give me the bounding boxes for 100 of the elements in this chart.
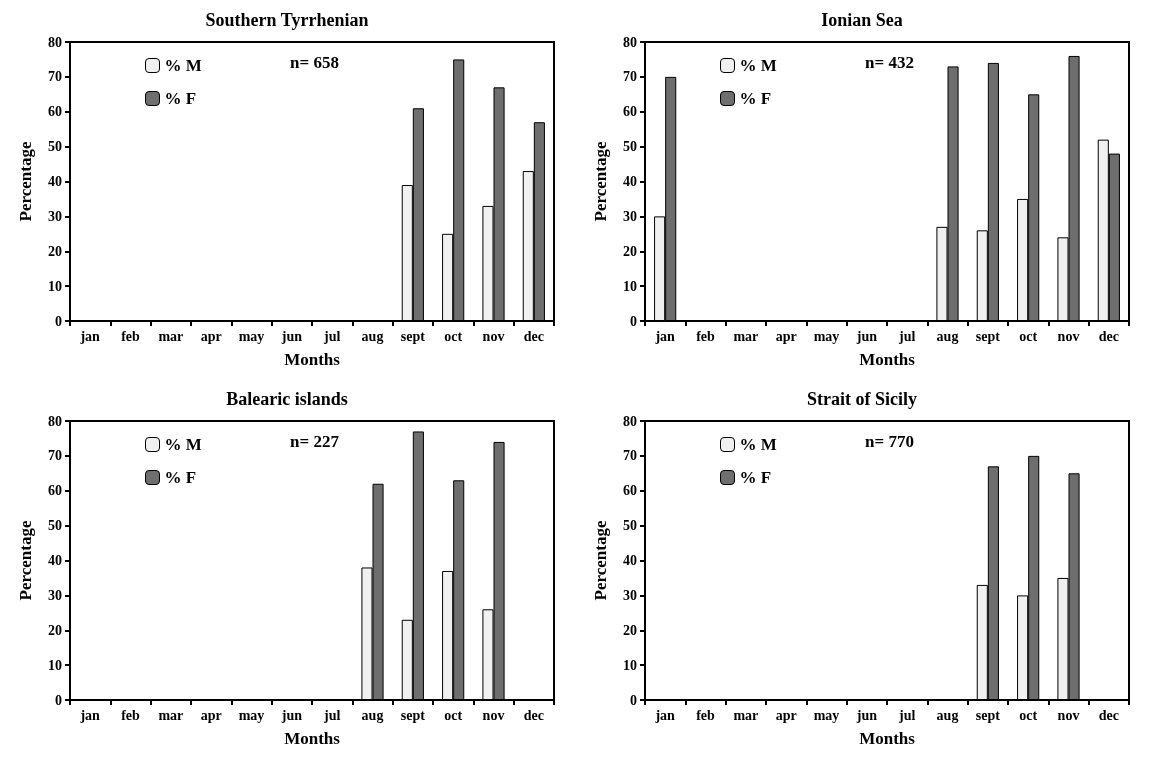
y-axis-title: Percentage (591, 520, 610, 601)
x-axis-title: Months (284, 350, 341, 369)
y-tick-label: 80 (623, 413, 637, 429)
chart-title: Strait of Sicily (807, 389, 917, 409)
x-tick-label: dec (523, 707, 544, 723)
y-tick-label: 30 (623, 587, 637, 603)
x-axis-title: Months (859, 350, 916, 369)
annotation: n= 432 (865, 53, 914, 72)
legend-label: % M (739, 56, 777, 75)
x-tick-label: nov (1057, 707, 1080, 723)
y-tick-label: 20 (48, 622, 62, 638)
x-tick-label: dec (523, 328, 544, 344)
y-tick-label: 80 (48, 34, 62, 50)
y-tick-label: 50 (623, 518, 637, 534)
y-tick-label: 10 (623, 657, 637, 673)
y-tick-label: 30 (623, 208, 637, 224)
y-tick-label: 70 (623, 69, 637, 85)
x-tick-label: may (238, 707, 265, 723)
chart-title: Balearic islands (226, 389, 348, 409)
legend-label: % M (164, 56, 202, 75)
y-tick-label: 20 (623, 243, 637, 259)
chart-title: Ionian Sea (821, 10, 903, 30)
y-tick-label: 50 (623, 139, 637, 155)
x-tick-label: aug (361, 328, 384, 344)
y-tick-label: 20 (623, 622, 637, 638)
y-tick-label: 40 (623, 174, 637, 189)
y-tick-label: 70 (623, 448, 637, 464)
x-axis-title: Months (859, 729, 916, 748)
x-tick-label: aug (361, 707, 384, 723)
x-tick-label: nov (482, 328, 505, 344)
y-tick-label: 50 (48, 139, 62, 155)
x-tick-label: oct (1019, 328, 1038, 344)
legend-label: % M (739, 435, 777, 454)
x-tick-label: mar (158, 707, 184, 723)
y-tick-label: 50 (48, 518, 62, 534)
annotation: n= 770 (865, 432, 914, 451)
x-tick-label: feb (121, 707, 141, 723)
legend-label: % M (164, 435, 202, 454)
x-tick-label: sept (400, 328, 426, 344)
y-axis-title: Percentage (16, 520, 35, 601)
x-tick-label: sept (400, 707, 426, 723)
y-tick-label: 10 (48, 278, 62, 294)
x-tick-label: apr (775, 328, 797, 344)
chart-title: Southern Tyrrhenian (205, 10, 369, 30)
legend-label: % F (739, 468, 772, 487)
x-tick-label: may (238, 328, 265, 344)
x-tick-label: jul (897, 328, 916, 344)
y-tick-label: 20 (48, 243, 62, 259)
x-tick-label: nov (1057, 328, 1080, 344)
annotation: n= 227 (290, 432, 340, 451)
y-tick-label: 60 (623, 104, 637, 120)
x-tick-label: sept (975, 328, 1001, 344)
x-tick-label: oct (444, 707, 463, 723)
x-tick-label: mar (733, 328, 759, 344)
x-tick-label: dec (1098, 328, 1119, 344)
y-axis-title: Percentage (591, 141, 610, 222)
x-tick-label: feb (696, 328, 716, 344)
y-tick-label: 80 (48, 413, 62, 429)
legend-label: % F (739, 89, 772, 108)
x-tick-label: may (813, 328, 840, 344)
x-tick-label: jan (654, 707, 676, 723)
legend-label: % F (164, 468, 197, 487)
y-tick-label: 60 (623, 483, 637, 499)
y-tick-label: 40 (623, 553, 637, 568)
y-axis-title: Percentage (16, 141, 35, 222)
legend-label: % F (164, 89, 197, 108)
y-tick-label: 0 (55, 313, 62, 329)
x-tick-label: jul (322, 707, 341, 723)
y-tick-label: 70 (48, 69, 62, 85)
x-tick-label: mar (733, 707, 759, 723)
x-tick-label: jun (280, 328, 303, 344)
x-tick-label: aug (936, 707, 959, 723)
x-tick-label: apr (775, 707, 797, 723)
x-tick-label: jun (855, 707, 878, 723)
x-tick-label: sept (975, 707, 1001, 723)
x-tick-label: jan (79, 707, 101, 723)
x-tick-label: feb (121, 328, 141, 344)
y-tick-label: 0 (630, 692, 637, 708)
x-tick-label: apr (200, 328, 222, 344)
x-tick-label: jun (855, 328, 878, 344)
x-tick-label: oct (444, 328, 463, 344)
x-tick-label: aug (936, 328, 959, 344)
x-tick-label: apr (200, 707, 222, 723)
y-tick-label: 0 (55, 692, 62, 708)
x-tick-label: jul (322, 328, 341, 344)
y-tick-label: 40 (48, 553, 62, 568)
y-tick-label: 0 (630, 313, 637, 329)
y-tick-label: 80 (623, 34, 637, 50)
y-tick-label: 40 (48, 174, 62, 189)
y-tick-label: 30 (48, 208, 62, 224)
x-tick-label: jul (897, 707, 916, 723)
x-axis-title: Months (284, 729, 341, 748)
x-tick-label: mar (158, 328, 184, 344)
y-tick-label: 10 (623, 278, 637, 294)
x-tick-label: oct (1019, 707, 1038, 723)
x-tick-label: jan (79, 328, 101, 344)
x-tick-label: nov (482, 707, 505, 723)
annotation: n= 658 (290, 53, 339, 72)
y-tick-label: 60 (48, 104, 62, 120)
y-tick-label: 70 (48, 448, 62, 464)
